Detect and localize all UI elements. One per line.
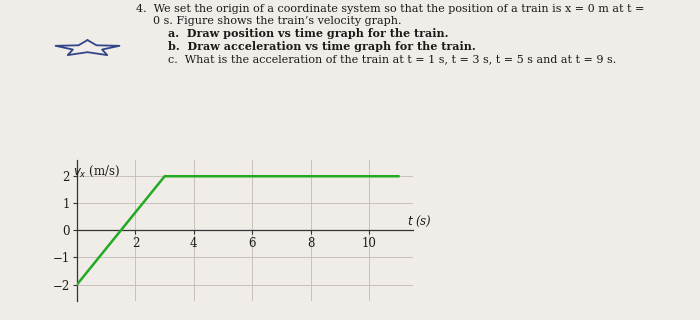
- Text: 0 s. Figure shows the train’s velocity graph.: 0 s. Figure shows the train’s velocity g…: [153, 16, 401, 26]
- Text: $t$ (s): $t$ (s): [407, 213, 432, 228]
- Text: a.  Draw position vs time graph for the train.: a. Draw position vs time graph for the t…: [168, 28, 449, 39]
- Text: c.  What is the acceleration of the train at t = 1 s, t = 3 s, t = 5 s and at t : c. What is the acceleration of the train…: [168, 54, 616, 64]
- Text: 4.  We set the origin of a coordinate system so that the position of a train is : 4. We set the origin of a coordinate sys…: [136, 4, 645, 14]
- Text: $v_x$ (m/s): $v_x$ (m/s): [73, 164, 120, 179]
- Text: b.  Draw acceleration vs time graph for the train.: b. Draw acceleration vs time graph for t…: [168, 41, 476, 52]
